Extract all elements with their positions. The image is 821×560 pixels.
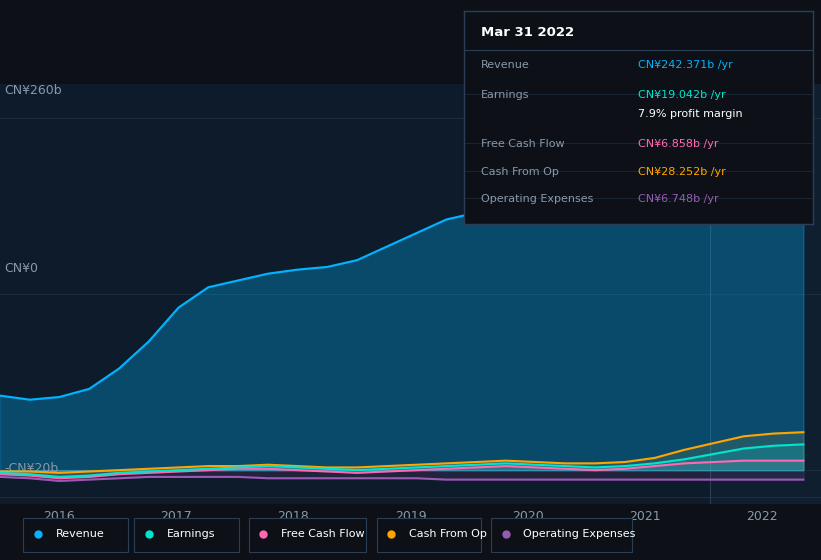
Text: Mar 31 2022: Mar 31 2022 <box>481 26 575 39</box>
Text: Free Cash Flow: Free Cash Flow <box>481 139 565 149</box>
FancyBboxPatch shape <box>23 518 127 552</box>
Text: Revenue: Revenue <box>56 529 104 539</box>
Text: CN¥242.371b /yr: CN¥242.371b /yr <box>639 60 733 70</box>
FancyBboxPatch shape <box>377 518 481 552</box>
Text: CN¥0: CN¥0 <box>4 262 38 276</box>
Text: -CN¥20b: -CN¥20b <box>4 462 58 475</box>
Text: CN¥260b: CN¥260b <box>4 84 62 97</box>
FancyBboxPatch shape <box>491 518 632 552</box>
FancyBboxPatch shape <box>249 518 366 552</box>
Text: Free Cash Flow: Free Cash Flow <box>281 529 365 539</box>
FancyBboxPatch shape <box>135 518 239 552</box>
Text: Cash From Op: Cash From Op <box>481 166 559 176</box>
Text: CN¥28.252b /yr: CN¥28.252b /yr <box>639 166 726 176</box>
Text: 7.9% profit margin: 7.9% profit margin <box>639 109 743 119</box>
Bar <box>709 84 821 504</box>
Text: Earnings: Earnings <box>167 529 215 539</box>
Text: Cash From Op: Cash From Op <box>409 529 487 539</box>
Text: Operating Expenses: Operating Expenses <box>523 529 635 539</box>
Text: CN¥6.748b /yr: CN¥6.748b /yr <box>639 194 719 204</box>
Text: CN¥6.858b /yr: CN¥6.858b /yr <box>639 139 719 149</box>
Text: Operating Expenses: Operating Expenses <box>481 194 594 204</box>
Text: CN¥19.042b /yr: CN¥19.042b /yr <box>639 90 726 100</box>
Text: Revenue: Revenue <box>481 60 530 70</box>
Text: Earnings: Earnings <box>481 90 530 100</box>
